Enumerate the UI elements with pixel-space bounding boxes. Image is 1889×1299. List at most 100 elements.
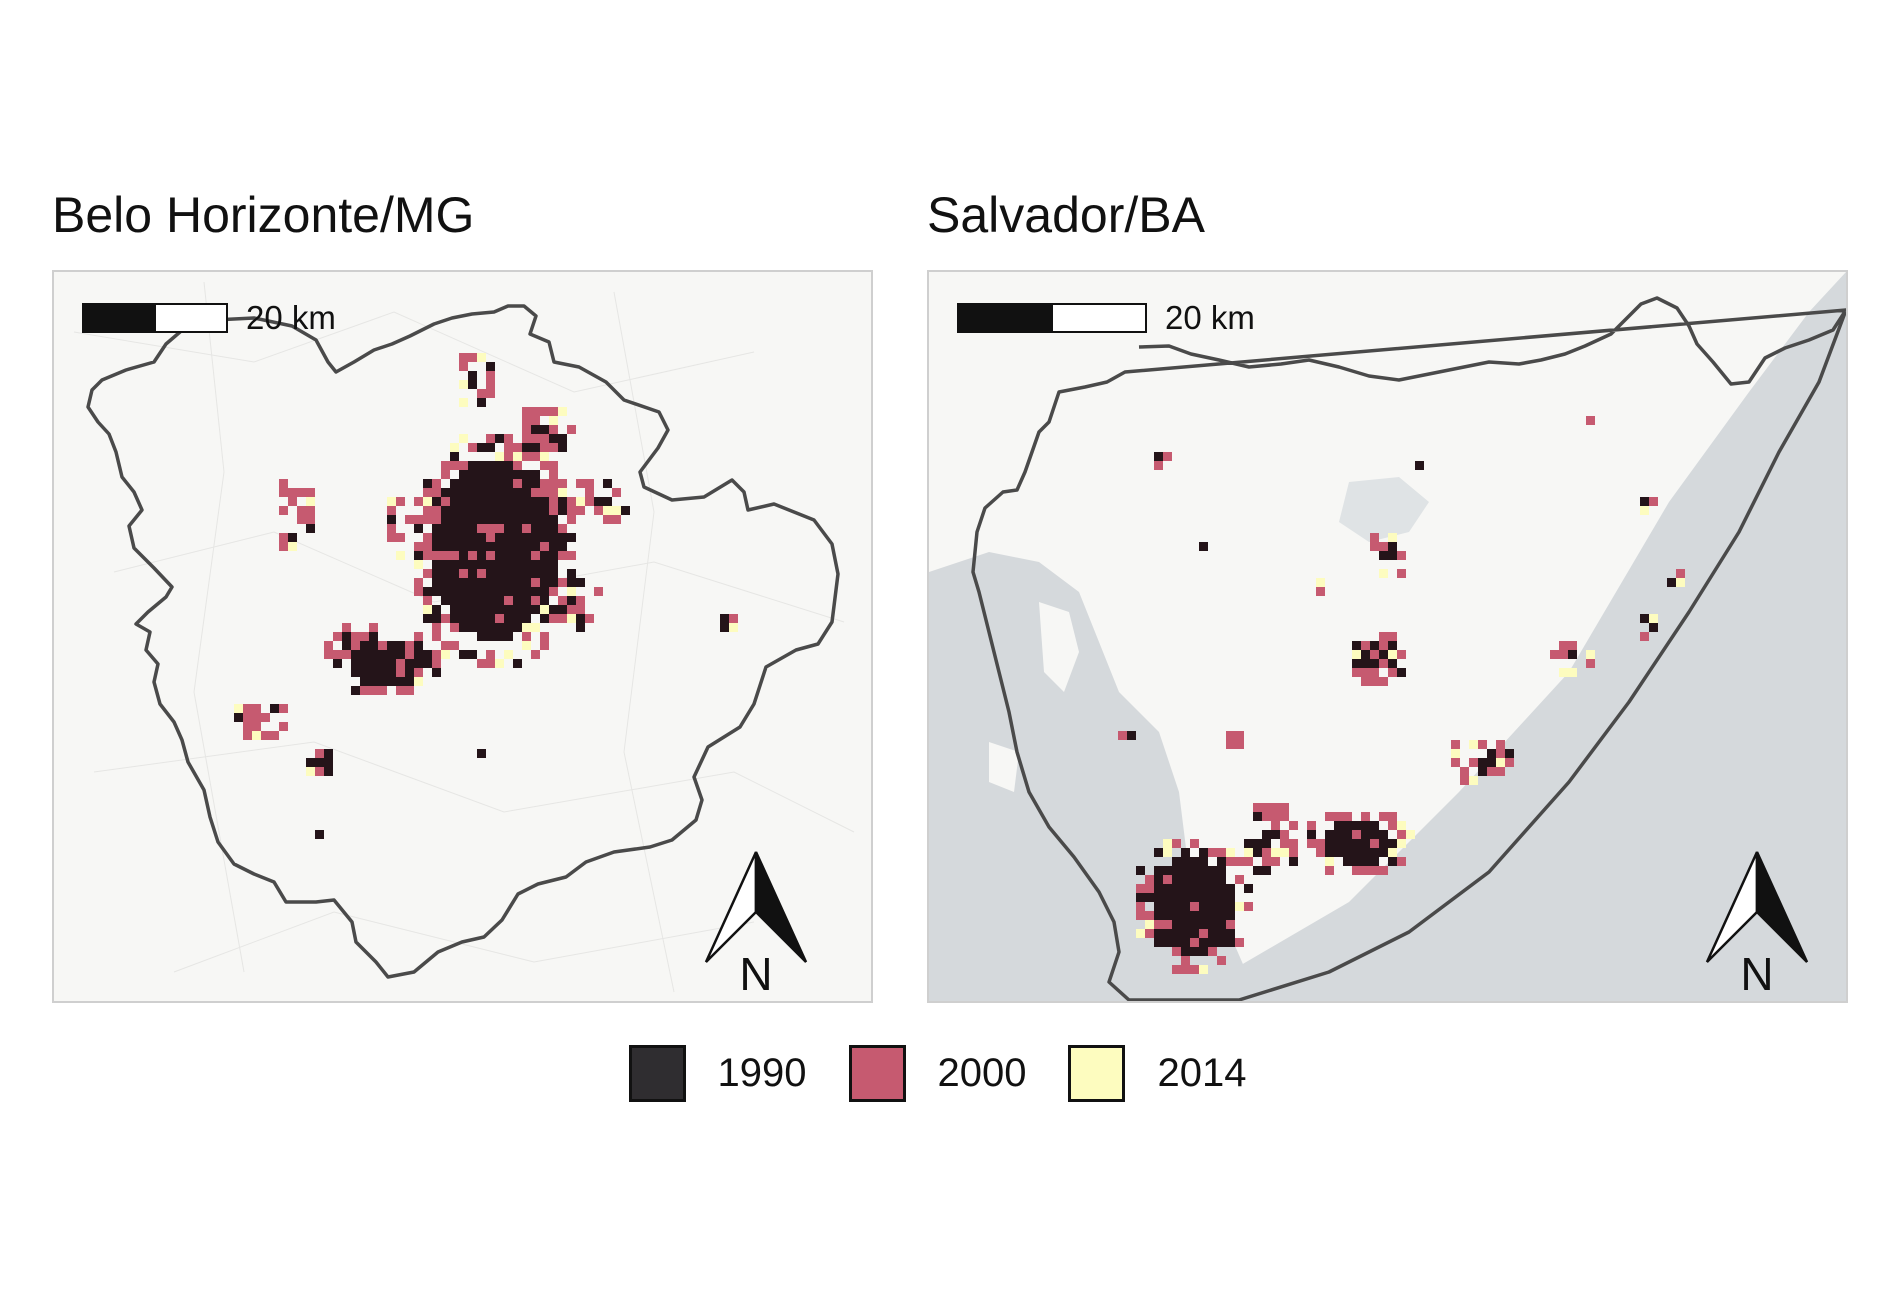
- urban-cell: [603, 497, 612, 506]
- urban-cell: [1154, 461, 1163, 470]
- urban-cell: [378, 668, 387, 677]
- urban-cell: [531, 596, 540, 605]
- urban-cell: [522, 434, 531, 443]
- urban-cell: [1388, 533, 1397, 542]
- urban-cell: [486, 389, 495, 398]
- urban-cell: [405, 668, 414, 677]
- urban-cell: [360, 650, 369, 659]
- urban-cell: [1172, 965, 1181, 974]
- urban-cell: [459, 470, 468, 479]
- urban-cell: [1163, 929, 1172, 938]
- urban-cell: [1226, 884, 1235, 893]
- urban-cell: [1235, 902, 1244, 911]
- urban-cell: [486, 488, 495, 497]
- urban-cell: [495, 632, 504, 641]
- urban-cell: [1199, 848, 1208, 857]
- urban-cell: [1181, 893, 1190, 902]
- urban-cell: [423, 542, 432, 551]
- urban-cell: [1226, 731, 1235, 740]
- urban-cell: [549, 614, 558, 623]
- urban-cell: [423, 596, 432, 605]
- urban-cell: [1154, 920, 1163, 929]
- urban-cell: [450, 542, 459, 551]
- panel-title-salvador: Salvador/BA: [927, 187, 1205, 243]
- urban-cell: [405, 515, 414, 524]
- urban-cell: [441, 524, 450, 533]
- urban-cell: [540, 443, 549, 452]
- urban-cell: [450, 515, 459, 524]
- urban-cell: [486, 587, 495, 596]
- urban-cell: [1190, 965, 1199, 974]
- urban-cell: [369, 659, 378, 668]
- urban-cell: [1460, 767, 1469, 776]
- urban-cell: [1559, 668, 1568, 677]
- urban-cell: [432, 524, 441, 533]
- urban-cell: [423, 551, 432, 560]
- urban-cell: [513, 542, 522, 551]
- urban-cell: [504, 623, 513, 632]
- urban-cell: [540, 452, 549, 461]
- bay-islands: [989, 602, 1079, 792]
- urban-cell: [1136, 911, 1145, 920]
- urban-cell: [1217, 902, 1226, 911]
- urban-cell: [1370, 677, 1379, 686]
- urban-cell: [342, 632, 351, 641]
- scalebar-salvador: 20 km: [957, 299, 1255, 337]
- urban-cell: [1199, 857, 1208, 866]
- urban-cell: [504, 569, 513, 578]
- urban-cell: [459, 506, 468, 515]
- urban-cell: [522, 470, 531, 479]
- urban-cell: [1280, 830, 1289, 839]
- urban-cell: [477, 632, 486, 641]
- urban-cell: [1379, 839, 1388, 848]
- urban-cell: [432, 560, 441, 569]
- legend-label-1990: 1990: [717, 1051, 807, 1095]
- urban-cell: [450, 506, 459, 515]
- urban-cell: [423, 488, 432, 497]
- urban-cell: [450, 578, 459, 587]
- urban-cell: [369, 686, 378, 695]
- urban-cell: [1217, 938, 1226, 947]
- urban-cell: [1190, 920, 1199, 929]
- urban-cell: [387, 650, 396, 659]
- urban-cell: [1262, 830, 1271, 839]
- urban-cell: [495, 497, 504, 506]
- urban-cell: [1181, 911, 1190, 920]
- urban-cell: [477, 596, 486, 605]
- urban-cell: [279, 704, 288, 713]
- urban-cell: [486, 434, 495, 443]
- urban-cell: [549, 407, 558, 416]
- urban-cell: [432, 488, 441, 497]
- urban-cell: [1649, 614, 1658, 623]
- urban-cell: [1343, 821, 1352, 830]
- urban-cell: [1172, 839, 1181, 848]
- urban-cell: [1370, 821, 1379, 830]
- urban-cell: [468, 623, 477, 632]
- urban-cell: [1172, 947, 1181, 956]
- urban-cell: [540, 614, 549, 623]
- urban-cell: [1118, 731, 1127, 740]
- map-belo-horizonte[interactable]: N 20 km: [52, 270, 873, 1003]
- map-salvador[interactable]: N 20 km: [927, 270, 1848, 1003]
- urban-cell: [450, 614, 459, 623]
- urban-cell: [1550, 650, 1559, 659]
- urban-cell: [1163, 911, 1172, 920]
- urban-cell: [477, 551, 486, 560]
- urban-cell: [441, 533, 450, 542]
- urban-cell: [558, 524, 567, 533]
- urban-cell: [432, 587, 441, 596]
- urban-cell: [585, 488, 594, 497]
- urban-cell: [1154, 902, 1163, 911]
- urban-cell: [459, 569, 468, 578]
- urban-cell: [261, 731, 270, 740]
- urban-cell: [1496, 767, 1505, 776]
- urban-cell: [549, 506, 558, 515]
- urban-cell: [1352, 650, 1361, 659]
- urban-cell: [477, 569, 486, 578]
- urban-cell: [315, 749, 324, 758]
- urban-cell: [567, 578, 576, 587]
- urban-cell: [612, 506, 621, 515]
- urban-cell: [468, 551, 477, 560]
- urban-cell: [423, 506, 432, 515]
- urban-cell: [558, 497, 567, 506]
